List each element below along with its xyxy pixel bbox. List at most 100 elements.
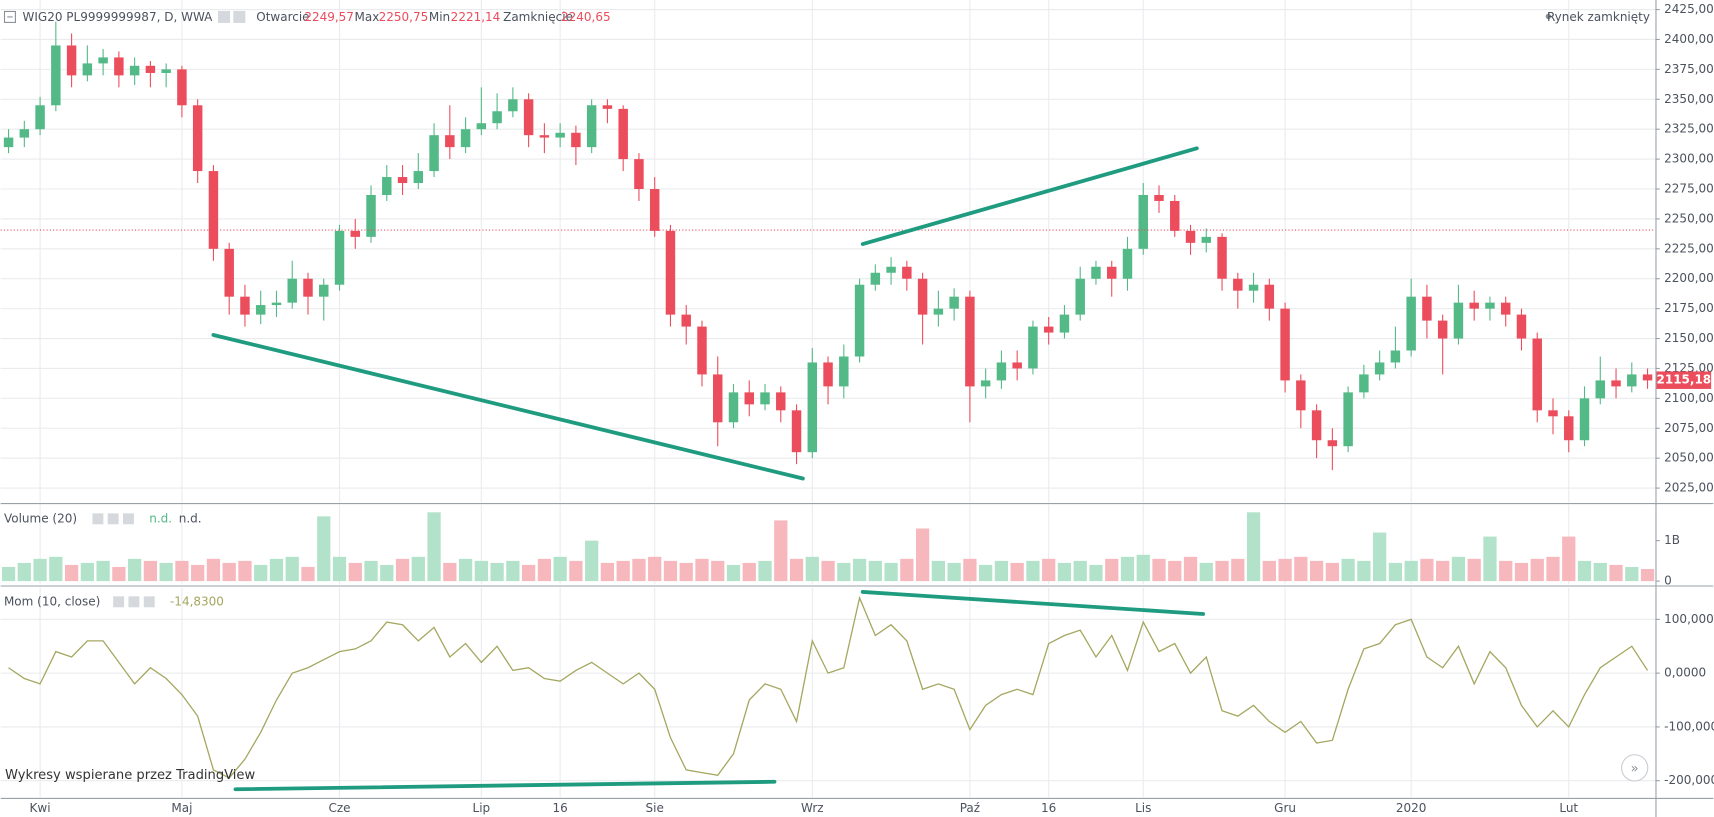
candle-body [555,132,565,138]
volume-bar [458,558,473,582]
scroll-button[interactable] [1621,754,1649,782]
candle-body [1138,194,1148,249]
candle-body [1374,362,1385,375]
y-tick-label: 2300,00 [1664,152,1714,166]
volume-bar [1404,560,1418,582]
candle-body [460,129,471,148]
icon[interactable] [113,596,125,608]
trend-line [233,779,777,792]
y-tick-label: 2200,00 [1664,271,1714,285]
candle-body [287,278,297,303]
icon[interactable] [128,596,140,608]
candle-body [82,63,93,76]
y-tick-label: 2100,00 [1664,391,1714,405]
close-label: Zamknięcie [503,10,573,24]
volume-bar [632,558,646,582]
volume-bar [238,560,252,582]
volume-bar [1026,560,1040,582]
candle-body [1043,326,1054,333]
candle-body [807,362,818,453]
volume-bar [1152,558,1166,582]
volume-bar [979,564,993,582]
volume-bar [222,562,236,582]
x-tick-label: Sie [646,801,664,815]
candle-body [1516,314,1527,339]
x-tick-label: Wrz [801,801,824,815]
candle-body [728,392,739,423]
candle-body [1642,374,1653,381]
volume-bar [522,564,536,582]
volume-bar [206,558,221,582]
icon[interactable] [218,10,231,23]
volume-bar [285,556,299,582]
y-tick-label: 2350,00 [1664,92,1714,106]
max-label: Max [355,10,380,24]
candle-body [854,284,865,357]
volume-bar [1420,558,1434,582]
y-tick-label: 2375,00 [1664,62,1714,76]
candle-body [634,159,644,190]
candle-body [965,296,975,387]
price-tag-label: 2115,18 [1657,373,1712,387]
volume-bar [711,560,725,582]
volume-bar [395,558,410,582]
volume-bar [695,558,709,582]
volume-bar [726,564,741,582]
volume-value: n.d. [149,511,172,525]
candle-body [19,129,30,138]
y-tick-label: 2175,00 [1664,301,1714,315]
icon[interactable] [123,513,134,525]
candle-body [129,65,140,76]
volume-bar [585,540,599,582]
icon[interactable] [233,10,246,23]
candle-body [1422,296,1432,321]
candle-body [1485,302,1495,309]
volume-bar [474,560,488,582]
candle-body [1028,326,1038,369]
volume-bar [1278,558,1292,582]
volume-bar [805,556,819,582]
max-value: 2250,75 [379,10,429,24]
candle-body [224,248,234,297]
volume-bar [1120,556,1135,582]
candle-body [776,392,786,411]
volume-bar [301,566,315,582]
candle-body [902,266,912,279]
y-tick-label: -100,0000 [1664,719,1714,733]
icon[interactable] [143,596,155,608]
scroll-icon: » [1631,761,1639,776]
volume-bar [1609,564,1623,582]
min-label: Min [429,10,450,24]
candle-body [98,57,108,64]
volume-bar [64,564,79,582]
x-tick-label: Maj [171,801,192,815]
candle-body [586,105,597,148]
trend-line [211,333,805,481]
candle-body [886,266,896,273]
icon[interactable] [92,513,104,525]
y-tick-label: 2125,00 [1664,361,1714,375]
volume-bar [1199,562,1213,582]
volume-bar [1325,562,1339,582]
candle-body [145,65,156,73]
candle-body [1264,284,1275,309]
volume-bar [947,562,961,582]
icon[interactable] [107,513,119,525]
candle-body [1359,374,1369,393]
volume-bar [112,566,126,582]
volume-bar [1042,558,1056,582]
collapse-icon[interactable] [3,10,16,23]
candle-body [681,314,691,327]
candle-body [1122,248,1133,279]
candle-body [1106,266,1117,279]
candle-body [1280,308,1290,381]
candle-body [980,380,991,387]
candle-body [791,410,802,453]
volume-bar [143,560,158,582]
candle-body [1059,314,1070,333]
candle-body [382,177,392,195]
volume-bar [1577,560,1592,582]
volume-value: n.d. [179,511,202,525]
volume-bar [821,560,835,582]
candle-body [949,296,959,309]
